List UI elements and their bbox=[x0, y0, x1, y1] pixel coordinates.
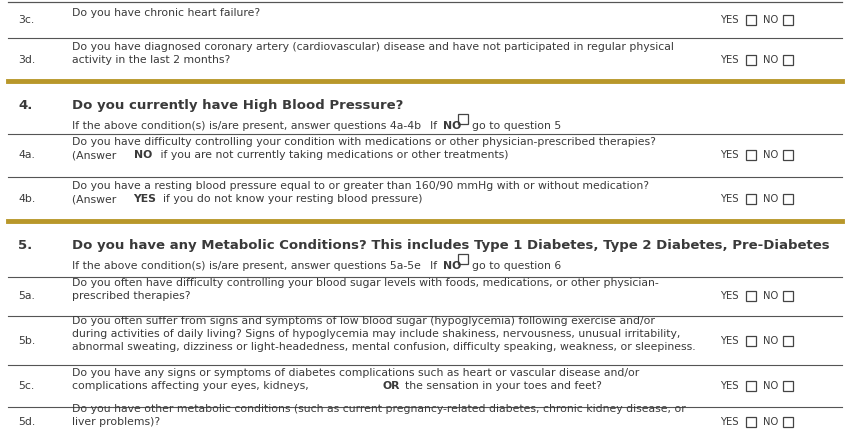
Text: 5d.: 5d. bbox=[18, 417, 35, 427]
Text: Do you have other metabolic conditions (such as current pregnancy-related diabet: Do you have other metabolic conditions (… bbox=[72, 404, 686, 414]
Bar bbox=[783, 336, 793, 346]
Text: NO: NO bbox=[763, 417, 779, 427]
Text: YES: YES bbox=[720, 291, 739, 301]
Text: YES: YES bbox=[720, 417, 739, 427]
Text: 4.: 4. bbox=[18, 99, 32, 112]
Text: go to question 6: go to question 6 bbox=[472, 261, 561, 271]
Text: Do you have a resting blood pressure equal to or greater than 160/90 mmHg with o: Do you have a resting blood pressure equ… bbox=[72, 181, 649, 191]
Text: Do you often suffer from signs and symptoms of low blood sugar (hypoglycemia) fo: Do you often suffer from signs and sympt… bbox=[72, 316, 654, 326]
Text: if you do not know your resting blood pressure): if you do not know your resting blood pr… bbox=[163, 194, 422, 204]
Text: If: If bbox=[430, 121, 440, 131]
Bar bbox=[746, 15, 756, 25]
Bar bbox=[746, 194, 756, 204]
Text: go to question 5: go to question 5 bbox=[472, 121, 561, 131]
Text: 5b.: 5b. bbox=[18, 336, 35, 346]
Text: YES: YES bbox=[720, 54, 739, 65]
Bar bbox=[746, 54, 756, 65]
Bar bbox=[746, 381, 756, 391]
Bar bbox=[783, 54, 793, 65]
Bar bbox=[783, 291, 793, 301]
Text: If the above condition(s) is/are present, answer questions 4a-4b: If the above condition(s) is/are present… bbox=[72, 121, 421, 131]
Bar bbox=[783, 381, 793, 391]
Text: Do you have diagnosed coronary artery (cardiovascular) disease and have not part: Do you have diagnosed coronary artery (c… bbox=[72, 41, 674, 51]
Text: Do you have any signs or symptoms of diabetes complications such as heart or vas: Do you have any signs or symptoms of dia… bbox=[72, 368, 639, 378]
Text: activity in the last 2 months?: activity in the last 2 months? bbox=[72, 54, 230, 65]
Text: Do you have any Metabolic Conditions? This includes Type 1 Diabetes, Type 2 Diab: Do you have any Metabolic Conditions? Th… bbox=[72, 239, 830, 252]
Text: if you are not currently taking medications or other treatments): if you are not currently taking medicati… bbox=[157, 150, 508, 160]
Text: YES: YES bbox=[720, 150, 739, 160]
Text: complications affecting your eyes, kidneys,: complications affecting your eyes, kidne… bbox=[72, 381, 312, 391]
Text: OR: OR bbox=[382, 381, 400, 391]
Text: NO: NO bbox=[763, 15, 779, 25]
Bar bbox=[746, 291, 756, 301]
Text: Do you currently have High Blood Pressure?: Do you currently have High Blood Pressur… bbox=[72, 99, 404, 112]
Text: Do you often have difficulty controlling your blood sugar levels with foods, med: Do you often have difficulty controlling… bbox=[72, 278, 659, 288]
Text: YES: YES bbox=[133, 194, 156, 204]
Text: NO: NO bbox=[443, 261, 462, 271]
Text: If the above condition(s) is/are present, answer questions 5a-5e: If the above condition(s) is/are present… bbox=[72, 261, 421, 271]
Bar bbox=[746, 417, 756, 427]
Text: NO: NO bbox=[443, 121, 462, 131]
Text: YES: YES bbox=[720, 336, 739, 346]
Text: 4b.: 4b. bbox=[18, 194, 35, 204]
Bar bbox=[746, 150, 756, 160]
Text: YES: YES bbox=[720, 15, 739, 25]
Text: YES: YES bbox=[720, 194, 739, 204]
Text: 3c.: 3c. bbox=[18, 15, 34, 25]
Bar bbox=[458, 114, 468, 124]
Text: 4a.: 4a. bbox=[18, 150, 35, 160]
Bar bbox=[783, 194, 793, 204]
Text: 5a.: 5a. bbox=[18, 291, 35, 301]
Text: 5.: 5. bbox=[18, 239, 32, 252]
Text: NO: NO bbox=[763, 381, 779, 391]
Text: NO: NO bbox=[763, 336, 779, 346]
Text: during activities of daily living? Signs of hypoglycemia may include shakiness, : during activities of daily living? Signs… bbox=[72, 329, 680, 339]
Text: the sensation in your toes and feet?: the sensation in your toes and feet? bbox=[405, 381, 602, 391]
Text: 3d.: 3d. bbox=[18, 54, 35, 65]
Text: (Answer: (Answer bbox=[72, 194, 120, 204]
Text: NO: NO bbox=[763, 194, 779, 204]
Text: NO: NO bbox=[763, 150, 779, 160]
Text: YES: YES bbox=[720, 381, 739, 391]
Text: NO: NO bbox=[133, 150, 152, 160]
Bar bbox=[783, 150, 793, 160]
Text: NO: NO bbox=[763, 54, 779, 65]
Bar bbox=[783, 417, 793, 427]
Bar bbox=[746, 336, 756, 346]
Text: (Answer: (Answer bbox=[72, 150, 120, 160]
Bar bbox=[458, 254, 468, 264]
Text: NO: NO bbox=[763, 291, 779, 301]
Text: abnormal sweating, dizziness or light-headedness, mental confusion, difficulty s: abnormal sweating, dizziness or light-he… bbox=[72, 342, 695, 352]
Text: If: If bbox=[430, 261, 440, 271]
Text: prescribed therapies?: prescribed therapies? bbox=[72, 291, 190, 301]
Bar bbox=[783, 15, 793, 25]
Text: Do you have chronic heart failure?: Do you have chronic heart failure? bbox=[72, 8, 260, 18]
Text: 5c.: 5c. bbox=[18, 381, 34, 391]
Text: Do you have difficulty controlling your condition with medications or other phys: Do you have difficulty controlling your … bbox=[72, 137, 656, 147]
Text: liver problems)?: liver problems)? bbox=[72, 417, 160, 427]
